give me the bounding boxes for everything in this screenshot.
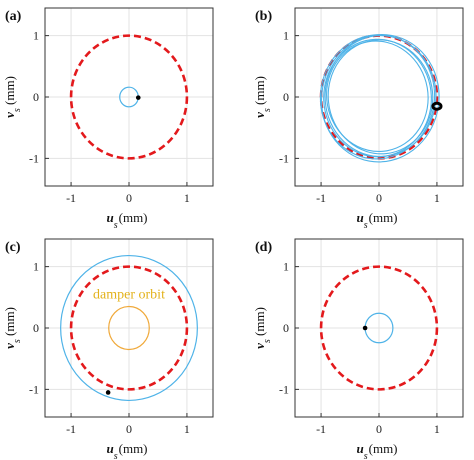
y-tick-label: 1 [283, 29, 289, 43]
orbit-curve [60, 254, 198, 402]
panel-b: -1 0 1 -1 0 1 (b) us(mm) vs (mm) [252, 7, 464, 231]
y-tick-label: 0 [33, 90, 39, 104]
x-axis-label: us(mm) [106, 441, 147, 460]
x-axis-label: us(mm) [356, 210, 397, 231]
panel-label: (d) [255, 240, 272, 255]
orbit-marker-ring [431, 101, 443, 111]
y-tick-label: 1 [33, 260, 39, 274]
orbit-curve [327, 39, 434, 155]
orbit-marker-point [105, 390, 111, 395]
y-tick-label: -1 [279, 151, 289, 165]
x-tick-label: 1 [434, 191, 440, 205]
x-axis-label: us(mm) [356, 441, 397, 460]
reference-circle [69, 265, 189, 391]
x-tick-label: 1 [184, 191, 190, 205]
panel-a: -1 0 1 -1 0 1 (a) us(mm) vs (mm) [2, 7, 214, 231]
y-axis-label: vs (mm) [2, 76, 23, 118]
x-axis-label: us(mm) [106, 210, 147, 231]
panel-label: (b) [255, 9, 272, 24]
y-tick-label: 0 [283, 321, 289, 335]
x-tick-label: 1 [184, 422, 190, 436]
x-tick-label: 0 [376, 191, 382, 205]
reference-circle [69, 34, 189, 160]
x-tick-label: -1 [316, 422, 326, 436]
y-axis-label: vs (mm) [252, 307, 273, 349]
panel-d: -1 0 1 -1 0 1 (d) us(mm) vs (mm) [252, 238, 464, 460]
y-tick-label: 1 [283, 260, 289, 274]
panel-label: (c) [5, 240, 21, 255]
x-tick-label: 0 [376, 422, 382, 436]
x-tick-label: 0 [126, 191, 132, 205]
y-tick-label: -1 [29, 151, 39, 165]
orbit-curve [324, 35, 437, 158]
x-tick-label: 0 [126, 422, 132, 436]
y-tick-label: -1 [29, 382, 39, 396]
y-tick-label: 1 [33, 29, 39, 43]
x-tick-label: 1 [434, 422, 440, 436]
panel-label: (a) [5, 9, 22, 24]
annotation-damper-orbit: damper orbit [93, 288, 165, 303]
orbit-curve [108, 305, 150, 351]
x-tick-label: -1 [316, 191, 326, 205]
orbit-marker-point [362, 325, 368, 331]
reference-circle [319, 265, 439, 391]
y-axis-label: vs (mm) [252, 76, 273, 118]
y-tick-label: 0 [33, 321, 39, 335]
x-tick-label: -1 [66, 422, 76, 436]
y-axis-label: vs (mm) [2, 307, 23, 349]
x-tick-label: -1 [66, 191, 76, 205]
y-tick-label: -1 [279, 382, 289, 396]
panel-c: -1 0 1 -1 0 1 (c) us(mm) vs (mm) damper orbit [2, 238, 214, 460]
orbit-marker-point [135, 95, 141, 100]
y-tick-label: 0 [283, 90, 289, 104]
